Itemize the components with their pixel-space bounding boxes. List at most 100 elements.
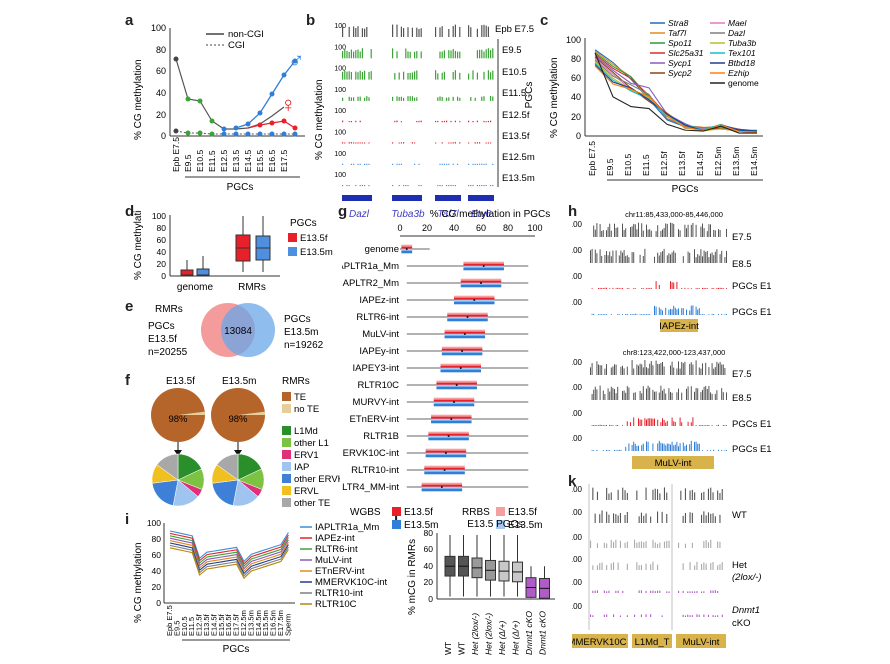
- h-track-bar: [670, 222, 671, 237]
- b-track-bar: [454, 185, 456, 187]
- h-track-bar: [591, 313, 593, 315]
- h-track-bar: [708, 367, 710, 375]
- h-track-bar: [698, 425, 700, 426]
- b-track-bar: [468, 185, 470, 187]
- h-track-bar: [610, 386, 612, 400]
- b-track-bar: [359, 120, 361, 123]
- h-track-bar: [663, 443, 665, 451]
- k-track-bar: [652, 590, 654, 593]
- g-box: [441, 352, 483, 356]
- h-track-bar: [604, 425, 606, 426]
- h-track-bar: [702, 425, 703, 426]
- b-track-bar: [452, 48, 454, 59]
- h-track-bar: [660, 309, 662, 315]
- g-row-label: RLTR1B: [363, 431, 399, 442]
- k-track-bar: [594, 513, 596, 523]
- b-track-bar: [361, 48, 363, 59]
- h-track-bar: [614, 449, 615, 451]
- b-track-bar: [366, 26, 368, 37]
- h-track-bar: [692, 305, 694, 315]
- h-track-bar: [678, 446, 679, 451]
- i-legend-item: MuLV-int: [315, 555, 352, 566]
- h-track-bar: [714, 251, 716, 263]
- b-track-bar: [346, 185, 348, 187]
- k-te-box-3: [676, 634, 726, 648]
- h-track-bar: [614, 389, 615, 400]
- h-track-bar: [626, 366, 628, 375]
- h-track-bar: [655, 306, 657, 315]
- h-track-bar: [700, 368, 702, 375]
- k-track-bar: [638, 541, 640, 548]
- h-track-bar: [593, 450, 595, 451]
- k-track-bar: [626, 492, 628, 500]
- h-track-bar: [697, 254, 699, 263]
- b-track-bar: [459, 51, 461, 59]
- h-track-bar: [646, 224, 647, 237]
- g-box: [425, 454, 467, 458]
- f-pie-subtypes-f: [151, 453, 205, 507]
- h-track-bar: [673, 282, 675, 289]
- g-row-label: IAPEy-int: [359, 346, 399, 357]
- b-track-bar: [481, 185, 483, 187]
- a-xtick: Epb E7.5: [171, 137, 181, 172]
- h-track-bar: [615, 425, 617, 426]
- h-track-bar: [681, 362, 683, 375]
- h-track-bar: [631, 252, 633, 263]
- h-track-bar: [662, 390, 663, 400]
- i-legend-item: RLTR10-int: [315, 588, 363, 599]
- b-track-bar: [346, 50, 348, 59]
- b-track-bar: [350, 97, 352, 101]
- k-track-bar: [714, 615, 716, 617]
- k-track-bar: [719, 493, 721, 500]
- b-track-bar: [443, 120, 445, 123]
- c-legend-item: Tex101: [728, 48, 756, 58]
- b-track-bar: [357, 72, 359, 80]
- b-track-bar: [474, 163, 476, 165]
- b-track-bar: [403, 28, 405, 37]
- a-ytick: 40: [156, 88, 166, 98]
- k-scale: 100: [572, 485, 583, 494]
- h-track-bar: [722, 288, 724, 289]
- h-track-bar: [654, 256, 655, 263]
- h-track-bar: [602, 288, 604, 289]
- h-track-bar: [620, 288, 622, 289]
- k-track-bar: [590, 614, 592, 617]
- k-track-bar: [650, 564, 652, 570]
- b-track-bar: [359, 185, 361, 187]
- k-track-bar: [696, 591, 698, 593]
- k-track-bar: [638, 590, 640, 593]
- k-track-bar: [613, 513, 615, 523]
- i-ytick: 80: [152, 534, 162, 544]
- h-te-label-1: IAPEz-int: [659, 321, 699, 332]
- a-ytick: 20: [156, 110, 166, 120]
- i-xtick: E13.5f: [202, 613, 211, 636]
- h-scale: 100: [572, 409, 583, 418]
- g-box: [444, 335, 486, 339]
- b-track-bar: [348, 71, 350, 80]
- h-track-bar: [678, 308, 679, 315]
- b-scale: 100: [334, 44, 346, 51]
- b-track-bar: [476, 185, 478, 187]
- h-track-bar: [695, 288, 697, 289]
- h-te-box-2: [632, 456, 714, 469]
- h-track-bar: [698, 367, 700, 375]
- i-xtick: E16.5f: [224, 613, 233, 636]
- d-ylabel-1: % CG methylation: [133, 210, 144, 280]
- g-xtick: 0: [397, 223, 402, 233]
- b-track-bar: [411, 142, 413, 144]
- b-track-bar: [416, 27, 418, 37]
- h-track-bar: [711, 313, 713, 315]
- g-box: [454, 301, 495, 305]
- k-track-bar: [613, 541, 615, 548]
- h-track-bar: [684, 224, 686, 237]
- k-track-bar: [717, 615, 719, 617]
- h-track-bar: [646, 314, 647, 315]
- i-xtick: E15.5f: [217, 613, 226, 636]
- g-row-label: ETnERV-int: [350, 414, 400, 425]
- h-track-bar: [642, 288, 644, 289]
- k-track-bar: [689, 562, 691, 570]
- b-track-bar: [435, 142, 437, 144]
- h-track-bar: [713, 368, 715, 375]
- b-track-bar: [450, 50, 452, 59]
- b-track-bar: [359, 142, 361, 144]
